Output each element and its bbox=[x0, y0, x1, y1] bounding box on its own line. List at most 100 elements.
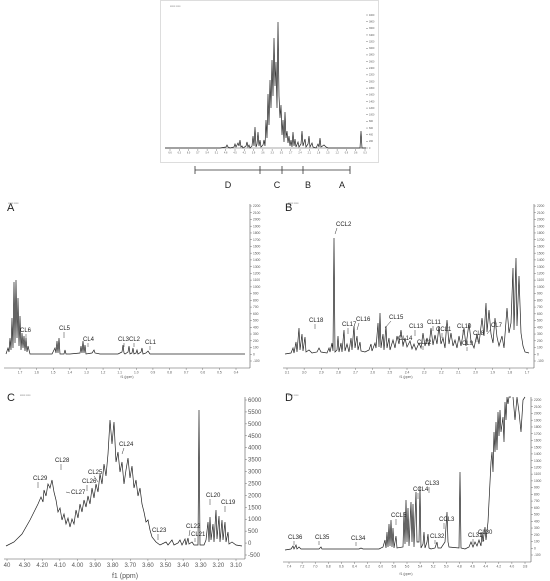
overview-x-tick-label: 0.9 bbox=[345, 151, 349, 154]
panel-a-y-tick-label: 800 bbox=[253, 298, 259, 302]
overview-y-tick-label: 3400 bbox=[369, 34, 375, 37]
panel-d-y-tick-label: 1200 bbox=[534, 465, 542, 469]
panel-d-x-tick-label: 7.4 bbox=[287, 564, 292, 568]
annotation-ccl1: CCL1 bbox=[436, 327, 452, 333]
panel-c-x-tick-label: 3.60 bbox=[142, 563, 154, 569]
annotation-cl16: CL16 bbox=[356, 317, 371, 323]
overview-x-tick-label: 1.5 bbox=[326, 151, 330, 154]
panel-d-x-tick-label: 6.2 bbox=[365, 564, 370, 568]
overview-x-tick-label: 6.3 bbox=[178, 151, 182, 154]
panel-a-y-tick-label: 1300 bbox=[253, 265, 261, 269]
panel-c-y-tick-label: 3500 bbox=[248, 458, 262, 464]
annotation-cl4: CL4 bbox=[83, 337, 95, 343]
annotation-cl18: CL18 bbox=[309, 318, 324, 324]
panel-a-y-tick-label: -100 bbox=[253, 359, 260, 363]
annotation-cl31: CL31 bbox=[468, 533, 483, 539]
annotation-cl15: CL15 bbox=[389, 315, 404, 321]
panel-b-y-tick-label: 400 bbox=[537, 325, 543, 329]
panel-label-a: A bbox=[7, 202, 15, 214]
panel-a-y-tick-label: 700 bbox=[253, 305, 259, 309]
panel-c-y-tick-label: 5500 bbox=[248, 410, 262, 416]
annotation-cl6: CL6 bbox=[20, 328, 32, 334]
annotation-cl13: CL13 bbox=[409, 324, 424, 330]
panel-d-y-tick-label: 1000 bbox=[534, 479, 542, 483]
panel-b-x-tick-label: 2.0 bbox=[473, 370, 478, 374]
panel-a-file-header: ▪▪▪▪▪ ▪▪▪▪ bbox=[8, 201, 18, 205]
annotation-cl10: CL10 bbox=[457, 324, 472, 330]
panel-a-x-tick-label: 0.6 bbox=[200, 370, 205, 374]
panel-b-y-tick-label: 1400 bbox=[537, 258, 545, 262]
panel-b-x-axis: 3.1 3.0 2.9 2.8 2.7 2.6 2.5 2.4 2.3 2.2 2.1 2.0 1.9 1… bbox=[285, 368, 529, 374]
panel-d-x-tick-label: 5.6 bbox=[405, 564, 410, 568]
panel-b-x-tick-label: 2.8 bbox=[336, 370, 341, 374]
overview-y-tick-label: 3200 bbox=[369, 40, 375, 43]
panel-a-y-tick-label: 1500 bbox=[253, 251, 261, 255]
panel-a-y-tick-label: 1100 bbox=[253, 278, 260, 282]
panel-c-x-tick-label: 3.50 bbox=[160, 563, 172, 569]
overview-y-tick-label: 200 bbox=[369, 140, 374, 143]
panel-d-x-tick-label: 5.0 bbox=[444, 564, 449, 568]
overview-x-tick-label: 4.2 bbox=[243, 151, 247, 154]
overview-frame bbox=[160, 0, 379, 163]
panel-c-svg: ▪▪▪▪▪ ▪▪▪▪ 60005500500045004000350030002… bbox=[4, 393, 262, 580]
annotation-cl30: CL30 bbox=[478, 530, 493, 536]
panel-b-y-tick-label: 200 bbox=[537, 339, 543, 343]
panel-d-y-tick-label: 100 bbox=[534, 540, 540, 544]
overview-x-tick-label: 2.1 bbox=[308, 151, 312, 154]
panel-d-x-tick-label: 4.0 bbox=[510, 564, 515, 568]
annotation-cl16-pointer bbox=[356, 322, 360, 331]
panel-b-x-tick-label: 1.9 bbox=[490, 370, 495, 374]
overview-y-tick-label: 4000 bbox=[369, 14, 375, 17]
panel-a-x-tick-label: 1.7 bbox=[18, 370, 23, 374]
panel-c-y-tick-label: -500 bbox=[248, 553, 261, 559]
panel-b-x-title: f1 (ppm) bbox=[399, 375, 412, 379]
overview-y-tick-label: 2400 bbox=[369, 67, 375, 70]
panel-b-y-tick-label: 2100 bbox=[537, 211, 545, 215]
overview-x-tick-label: 2.7 bbox=[289, 151, 293, 154]
panel-a-y-tick-label: 2100 bbox=[253, 211, 261, 215]
panel-b-y-tick-label: 0 bbox=[537, 352, 539, 356]
panel-c-x-tick-label: 4.20 bbox=[36, 563, 48, 569]
panel-a-x-tick-label: 1.6 bbox=[34, 370, 39, 374]
panel-b-y-tick-label: 1100 bbox=[537, 278, 544, 282]
panel-d-y-tick-label: 1500 bbox=[534, 445, 542, 449]
panel-c-x-axis: 40 4.30 4.20 4.10 4.00 3.90 3.80 3.70 3.60 3.50 3.… bbox=[4, 559, 242, 569]
panel-b-x-tick-label: 3.0 bbox=[302, 370, 307, 374]
panel-c-y-tick-label: 4500 bbox=[248, 434, 262, 440]
panel-b-y-tick-label: 1500 bbox=[537, 251, 545, 255]
panel-d-y-tick-label: 300 bbox=[534, 526, 540, 530]
annotation-cl24: CL24 bbox=[119, 442, 134, 448]
overview-y-tick-label: 600 bbox=[369, 127, 374, 130]
overview-y-tick-label: 400 bbox=[369, 134, 374, 137]
annotation-cl9: CL9 bbox=[462, 341, 474, 347]
panel-d-y-axis: 2200210020001900180017001600150014001300… bbox=[531, 398, 542, 557]
panel-c-y-tick-label: 3000 bbox=[248, 470, 262, 476]
panel-b-y-tick-label: 800 bbox=[537, 298, 543, 302]
annotation-cl23: CL23 bbox=[152, 528, 167, 534]
panel-a-svg: ▪▪▪▪▪ ▪▪▪▪ 22002100200019001800170016001… bbox=[4, 201, 261, 379]
panel-a-y-tick-label: 1900 bbox=[253, 224, 261, 228]
panel-a-x-tick-label: 1.0 bbox=[134, 370, 139, 374]
annotation-cl2: CL2 bbox=[129, 337, 141, 343]
panel-a-y-tick-label: 200 bbox=[253, 339, 259, 343]
overview-y-tick-label: 3800 bbox=[369, 20, 375, 23]
panel-a-x-tick-label: 1.3 bbox=[84, 370, 89, 374]
panel-b: B ▪▪▪▪▪ ▪▪▪▪ 2200 2100 2000 1900 1800 1700 160… bbox=[279, 198, 550, 384]
panel-d-y-tick-label: 900 bbox=[534, 486, 540, 490]
panel-d-x-tick-label: 5.8 bbox=[392, 564, 397, 568]
overview-y-tick-label: 800 bbox=[369, 120, 374, 123]
panel-d-x-axis: 7.4 7.2 7.0 6.8 6.6 6.4 6.2 6.0 5.8 5.6 5.4 5.2 5.0 4… bbox=[287, 562, 527, 568]
overview-y-tick-label: 2000 bbox=[369, 80, 375, 83]
overview-spectrum-svg: ▪▪▪▪▪ ▪▪▪▪ 40003800360034003200300028002… bbox=[160, 0, 379, 190]
panel-c-y-tick-label: 500 bbox=[248, 529, 259, 535]
panel-d-y-tick-label: 700 bbox=[534, 499, 540, 503]
annotation-cl25-pointer bbox=[93, 475, 99, 483]
panel-c-x-tick-label: 40 bbox=[4, 563, 11, 569]
panel-a-x-tick-label: 1.4 bbox=[68, 370, 73, 374]
panel-b-y-axis: 2200210020001900180017001600150014001300… bbox=[534, 204, 545, 363]
panel-d-y-tick-label: 2200 bbox=[534, 398, 542, 402]
panel-a-y-tick-label: 1800 bbox=[253, 231, 261, 235]
overview-y-tick-label: 1600 bbox=[369, 94, 375, 97]
panel-b-y-tick-label: 1000 bbox=[537, 285, 545, 289]
panel-b-file-header: ▪▪▪▪▪ ▪▪▪▪ bbox=[288, 201, 298, 205]
